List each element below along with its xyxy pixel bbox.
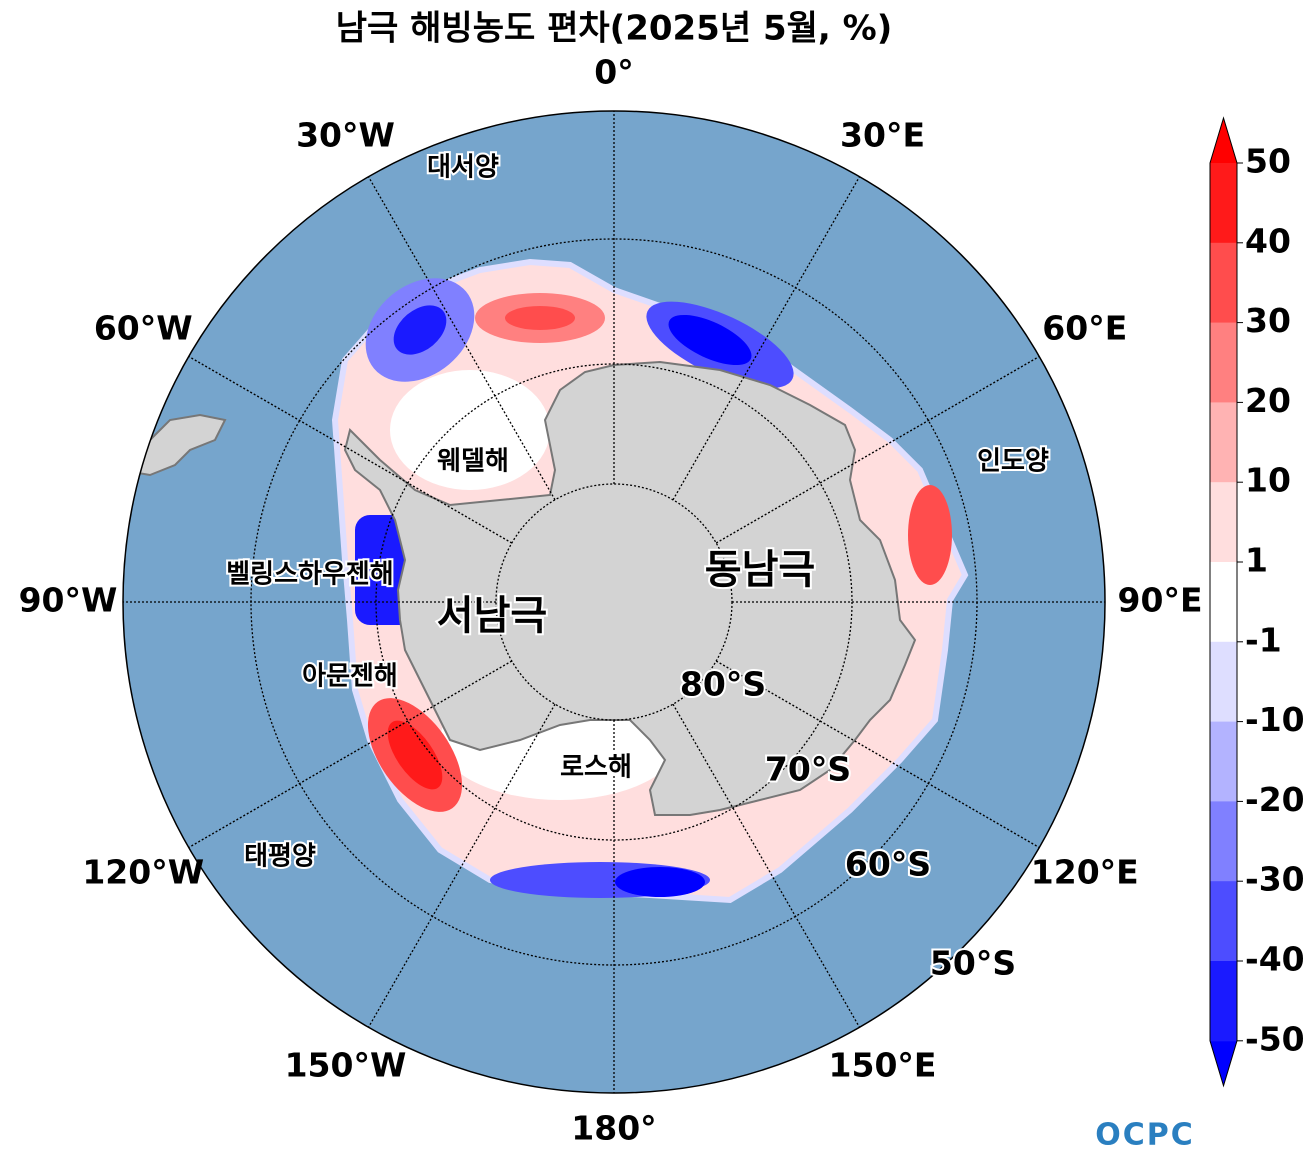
- region-label: 로스해: [560, 753, 632, 783]
- region-label: 태평양: [244, 842, 316, 872]
- title: 남극 해빙농도 편차(2025년 5월, %): [336, 9, 893, 49]
- latitude-label: 80°S: [680, 665, 766, 704]
- graticule: [123, 111, 1105, 1093]
- map-body: [123, 111, 1105, 1093]
- meridian-label: 150°E: [829, 1046, 937, 1085]
- colorbar-tick-label: -1: [1245, 620, 1282, 659]
- region-label: 벨링스하우젠해: [226, 560, 393, 590]
- latitude-label: 50°S: [930, 944, 1016, 983]
- colorbar-tick-label: 50: [1245, 142, 1291, 181]
- colorbar-tick-label: 1: [1245, 541, 1268, 580]
- colorbar-extend: [1210, 1040, 1237, 1086]
- colorbar-segment: [1210, 721, 1237, 802]
- meridian-label: 120°W: [82, 852, 204, 891]
- region-label: 웨델해: [437, 447, 509, 477]
- meridian-label: 30°W: [296, 115, 395, 154]
- colorbar-segment: [1210, 163, 1237, 244]
- colorbar-segment: [1210, 562, 1237, 643]
- meridian-label: 60°E: [1042, 309, 1127, 348]
- colorbar-tick-label: 20: [1245, 381, 1291, 420]
- latitude-label: 60°S: [845, 845, 931, 884]
- colorbar-tick-label: -20: [1245, 780, 1305, 819]
- colorbar-tick-label: 40: [1245, 221, 1291, 260]
- colorbar-tick-label: 30: [1245, 301, 1291, 340]
- colorbar-extend: [1210, 118, 1237, 163]
- region-label: 대서양: [427, 153, 499, 183]
- meridian-label: 30°E: [840, 115, 925, 154]
- colorbar-segment: [1210, 881, 1237, 962]
- colorbar-segment: [1210, 961, 1237, 1042]
- meridian-label: 180°: [571, 1109, 656, 1148]
- meridian-label: 150°W: [285, 1046, 407, 1085]
- colorbar-tick-label: -50: [1245, 1019, 1305, 1058]
- region-label: 서남극: [437, 593, 547, 639]
- colorbar-segment: [1210, 402, 1237, 483]
- region-label: 아문젠해: [302, 662, 398, 692]
- south-america: [123, 413, 227, 477]
- colorbar-segment: [1210, 242, 1237, 324]
- latitude-label: 70°S: [765, 750, 851, 789]
- colorbar-tick-label: 10: [1245, 461, 1291, 500]
- meridian-label: 90°E: [1118, 581, 1203, 620]
- colorbar-segment: [1210, 641, 1237, 723]
- region-label: 인도양: [977, 447, 1049, 477]
- map-border: [122, 110, 1106, 1094]
- colorbar-tick-label: -30: [1245, 860, 1305, 899]
- meridian-label: 90°W: [19, 581, 118, 620]
- colorbar-segment: [1210, 801, 1237, 882]
- meridian-label: 120°E: [1031, 852, 1139, 891]
- meridian-label: 60°W: [94, 309, 193, 348]
- region-label: 동남극: [705, 547, 815, 593]
- antarctica: [343, 360, 917, 816]
- colorbar-tick-label: -40: [1245, 940, 1305, 979]
- colorbar-segment: [1210, 322, 1237, 403]
- meridian-label: 0°: [594, 53, 633, 92]
- colorbar-tick-label: -10: [1245, 700, 1305, 739]
- logo: OCPC: [1095, 1118, 1195, 1153]
- colorbar-segment: [1210, 482, 1237, 563]
